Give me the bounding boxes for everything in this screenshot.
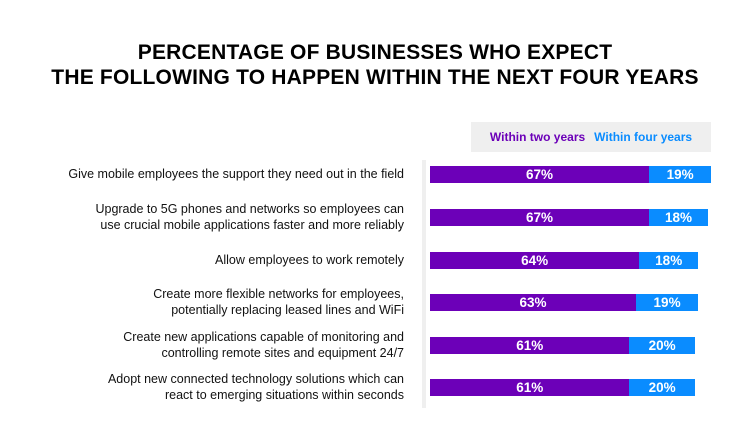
category-label-line-1: Create more flexible networks for employ…: [153, 287, 404, 301]
stacked-bar: 63% 19%: [430, 294, 699, 311]
category-label-line-1: Create new applications capable of monit…: [123, 330, 404, 344]
bar-segment-within-two-years: 64%: [430, 252, 640, 269]
category-label-line-1: Give mobile employees the support they n…: [68, 167, 404, 181]
bar-segment-within-four-years: 20%: [629, 379, 695, 396]
stacked-bar: 61% 20%: [430, 379, 695, 396]
category-label-line-2: potentially replacing leased lines and W…: [171, 303, 404, 317]
legend: Within two years Within four years: [471, 122, 711, 152]
category-label-line-2: react to emerging situations within seco…: [164, 388, 404, 402]
category-label-line-1: Allow employees to work remotely: [215, 253, 404, 267]
bar-segment-within-four-years: 19%: [636, 294, 699, 311]
category-label-line-1: Adopt new connected technology solutions…: [107, 372, 404, 386]
legend-within-four-years: Within four years: [594, 130, 693, 144]
stacked-bar: 61% 20%: [430, 337, 695, 354]
bar-segment-within-two-years: 67%: [430, 209, 650, 226]
category-axis: [422, 160, 426, 408]
bar-segment-within-four-years: 19%: [649, 166, 712, 183]
category-label-line-2: use crucial mobile applications faster a…: [100, 218, 404, 232]
bar-segment-within-two-years: 63%: [430, 294, 636, 311]
chart-title: PERCENTAGE OF BUSINESSES WHO EXPECT THE …: [0, 40, 750, 90]
bar-segment-within-two-years: 61%: [430, 337, 630, 354]
bar-segment-within-four-years: 18%: [639, 252, 699, 269]
category-label: Allow employees to work remotely: [4, 252, 404, 268]
stacked-bar: 64% 18%: [430, 252, 699, 269]
bar-segment-within-two-years: 61%: [430, 379, 630, 396]
category-label-line-2: controlling remote sites and equipment 2…: [161, 346, 404, 360]
category-label: Create new applications capable of monit…: [4, 329, 404, 361]
bar-segment-within-two-years: 67%: [430, 166, 650, 183]
bar-segment-within-four-years: 20%: [629, 337, 695, 354]
chart-title-line-2: THE FOLLOWING TO HAPPEN WITHIN THE NEXT …: [51, 66, 699, 89]
bar-segment-within-four-years: 18%: [649, 209, 708, 226]
stacked-bar: 67% 18%: [430, 209, 708, 226]
legend-within-two-years: Within two years: [489, 130, 586, 144]
category-label: Upgrade to 5G phones and networks so emp…: [4, 201, 404, 233]
category-label-line-1: Upgrade to 5G phones and networks so emp…: [95, 202, 404, 216]
stacked-bar: 67% 19%: [430, 166, 712, 183]
category-label: Create more flexible networks for employ…: [4, 286, 404, 318]
category-label: Give mobile employees the support they n…: [4, 166, 404, 182]
category-label: Adopt new connected technology solutions…: [4, 371, 404, 403]
chart-title-line-1: PERCENTAGE OF BUSINESSES WHO EXPECT: [137, 41, 613, 64]
